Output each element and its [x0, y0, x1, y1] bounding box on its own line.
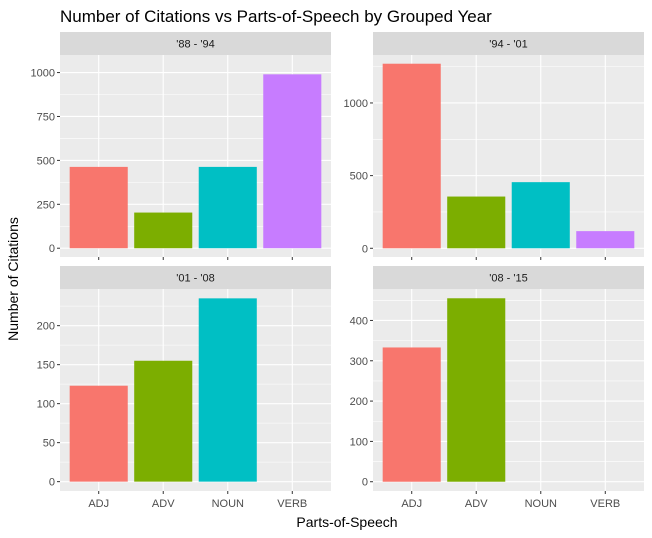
- facet-panel: '01 - '08 0 50 100 150 200 ADJ ADV NOUN VERB: [37, 266, 331, 510]
- y-tick-label: 400: [350, 315, 368, 327]
- x-tick-label: NOUN: [525, 498, 557, 510]
- x-tick-label: NOUN: [212, 498, 244, 510]
- x-tick-label: ADJ: [401, 498, 422, 510]
- facet-strip: [60, 32, 331, 55]
- y-tick-label: 300: [350, 356, 368, 368]
- bar-adj: [69, 385, 128, 482]
- y-tick-label: 0: [362, 243, 368, 255]
- facet-panel: '94 - '01 0 500 1000: [344, 32, 644, 260]
- facet-strip: [373, 32, 644, 55]
- y-tick-label: 500: [37, 155, 55, 167]
- y-tick-label: 0: [49, 477, 55, 489]
- x-tick-label: ADJ: [88, 498, 109, 510]
- y-tick-label: 500: [350, 171, 368, 183]
- y-tick-label: 150: [37, 360, 55, 372]
- chart-title: Number of Citations vs Parts-of-Speech b…: [60, 7, 492, 26]
- bar-adv: [134, 212, 193, 249]
- y-tick-label: 200: [37, 321, 55, 333]
- bar-noun: [198, 298, 257, 482]
- facet-strip: [60, 266, 331, 289]
- y-tick-label: 200: [350, 396, 368, 408]
- facet-strip-label: '08 - '15: [489, 273, 527, 285]
- bar-verb: [576, 231, 635, 249]
- facet-strip-label: '01 - '08: [176, 273, 214, 285]
- facet-panel: '88 - '94 0 250 500 750 1000: [31, 32, 331, 260]
- bar-verb: [263, 74, 322, 249]
- facet-strip-label: '94 - '01: [489, 39, 527, 51]
- bar-noun: [198, 166, 257, 249]
- facet-strip: [373, 266, 644, 289]
- y-tick-label: 0: [49, 243, 55, 255]
- y-axis-title: Number of Citations: [5, 217, 21, 341]
- y-tick-label: 100: [37, 399, 55, 411]
- y-tick-label: 100: [350, 436, 368, 448]
- bar-adv: [447, 196, 506, 249]
- x-tick-label: ADV: [465, 498, 488, 510]
- bar-noun: [511, 182, 570, 249]
- x-tick-label: ADV: [152, 498, 175, 510]
- y-tick-label: 250: [37, 199, 55, 211]
- y-tick-label: 0: [362, 477, 368, 489]
- y-tick-label: 50: [43, 438, 55, 450]
- bar-adv: [447, 298, 506, 482]
- bar-adj: [382, 347, 441, 482]
- y-tick-label: 750: [37, 111, 55, 123]
- y-tick-label: 1000: [344, 98, 368, 110]
- bar-adj: [382, 63, 441, 249]
- y-tick-label: 1000: [31, 68, 55, 80]
- bar-adj: [69, 166, 128, 249]
- x-tick-label: VERB: [590, 498, 620, 510]
- x-axis-title: Parts-of-Speech: [296, 514, 397, 530]
- facet-panel: '08 - '15 0 100 200 300 400 ADJ ADV NOUN VERB: [350, 266, 644, 510]
- bar-adv: [134, 360, 193, 482]
- facet-strip-label: '88 - '94: [176, 39, 214, 51]
- x-tick-label: VERB: [277, 498, 307, 510]
